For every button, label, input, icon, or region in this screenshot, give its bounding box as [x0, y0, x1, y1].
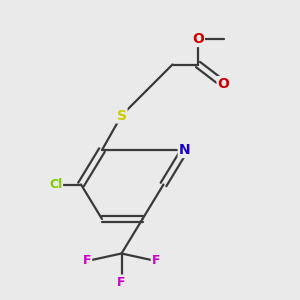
Text: O: O: [192, 32, 204, 46]
Text: O: O: [218, 77, 230, 91]
Text: F: F: [117, 275, 126, 289]
Text: N: N: [179, 143, 190, 157]
Text: S: S: [116, 109, 127, 122]
Text: F: F: [83, 254, 91, 268]
Text: F: F: [152, 254, 160, 268]
Text: Cl: Cl: [49, 178, 62, 191]
